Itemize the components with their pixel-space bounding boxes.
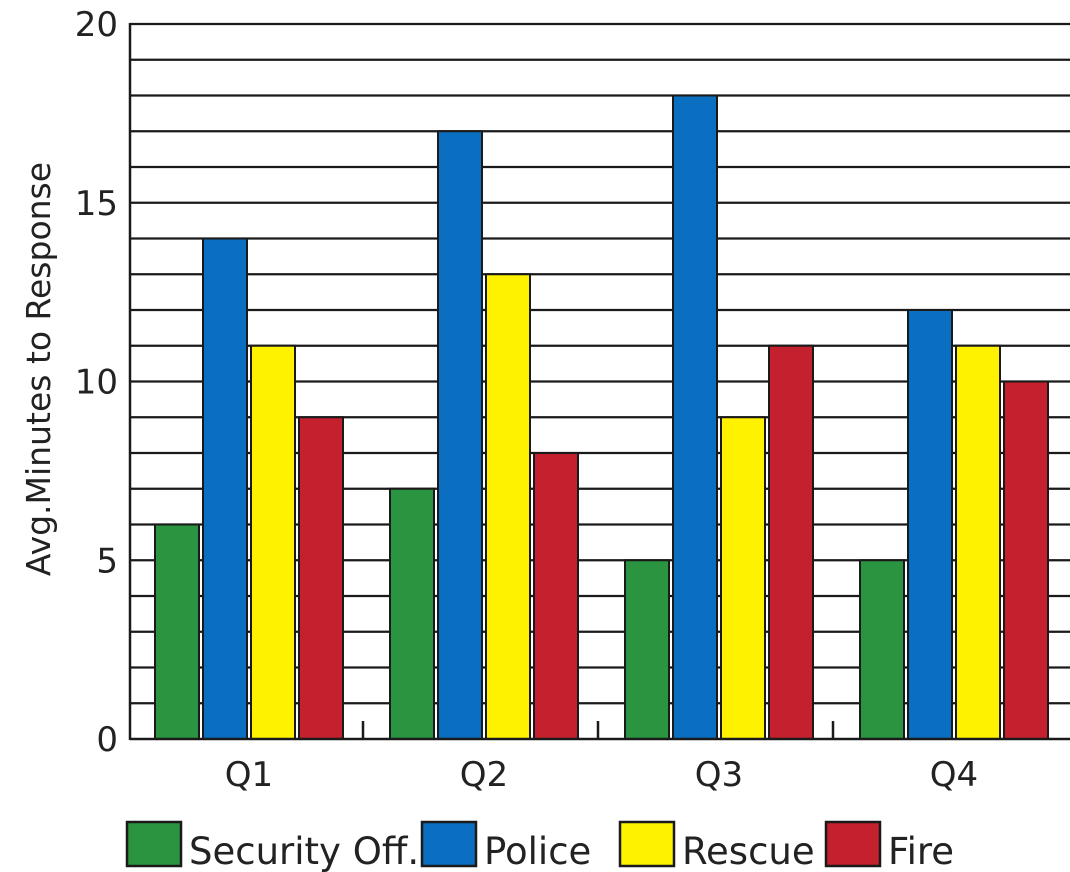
legend-label: Fire bbox=[888, 830, 954, 872]
bar-police-q1 bbox=[202, 237, 248, 740]
legend: Security Off. Police Rescue Fire bbox=[125, 820, 954, 872]
y-tick-label: 5 bbox=[96, 541, 118, 581]
legend-label: Police bbox=[484, 830, 591, 872]
legend-label: Security Off. bbox=[189, 830, 419, 872]
x-tick-label: Q1 bbox=[225, 755, 273, 795]
bars bbox=[154, 94, 1049, 740]
x-tick-label: Q4 bbox=[930, 755, 978, 795]
y-tick-label: 15 bbox=[75, 184, 118, 224]
legend-label: Rescue bbox=[682, 830, 815, 872]
bar-fire-q3 bbox=[768, 344, 814, 740]
legend-swatch bbox=[618, 820, 676, 868]
x-tick-label: Q2 bbox=[460, 755, 508, 795]
bar-security-off-q1 bbox=[154, 523, 200, 740]
axes bbox=[128, 23, 1070, 741]
bar-police-q4 bbox=[907, 309, 953, 740]
x-tick-labels: Q1 Q2 Q3 Q4 bbox=[225, 755, 978, 795]
bar-rescue-q3 bbox=[720, 416, 766, 740]
bar-security-off-q4 bbox=[859, 559, 905, 740]
bar-rescue-q4 bbox=[955, 344, 1001, 740]
y-tick-label: 20 bbox=[75, 5, 118, 45]
legend-swatch bbox=[125, 820, 183, 868]
bar-fire-q4 bbox=[1003, 380, 1049, 740]
bar-rescue-q1 bbox=[250, 344, 296, 740]
bar-security-off-q2 bbox=[389, 487, 435, 740]
y-tick-label: 0 bbox=[96, 720, 118, 760]
bar-police-q3 bbox=[672, 94, 718, 740]
x-tick-label: Q3 bbox=[695, 755, 743, 795]
legend-swatch bbox=[420, 820, 478, 868]
legend-swatch bbox=[824, 820, 882, 868]
bar-rescue-q2 bbox=[485, 273, 531, 740]
y-tick-labels: 0 5 10 15 20 bbox=[75, 5, 118, 760]
bar-police-q2 bbox=[437, 130, 483, 740]
y-axis-title: Avg.Minutes to Response bbox=[19, 162, 58, 576]
bar-fire-q1 bbox=[298, 416, 344, 740]
bar-security-off-q3 bbox=[624, 559, 670, 740]
y-tick-label: 10 bbox=[75, 363, 118, 403]
bar-fire-q2 bbox=[533, 452, 579, 740]
